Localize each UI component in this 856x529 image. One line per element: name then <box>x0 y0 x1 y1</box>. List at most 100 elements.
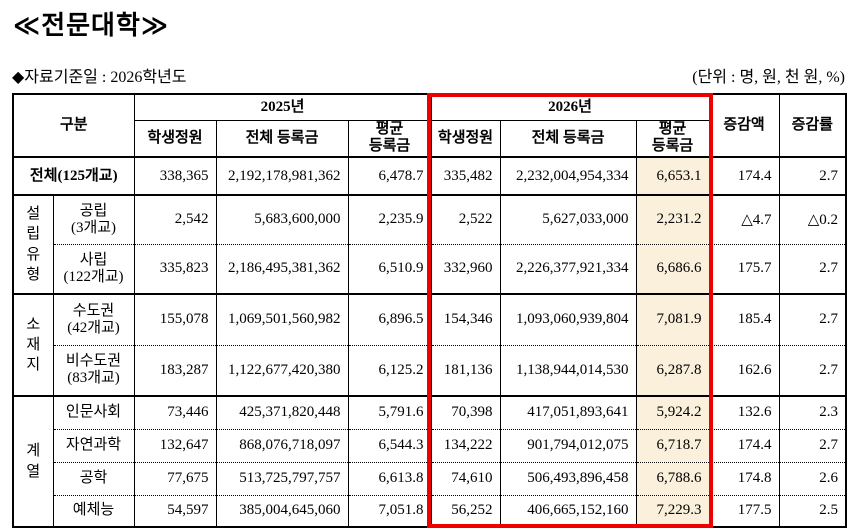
value-cell: 174.4 <box>708 428 780 462</box>
row-label: 공학 <box>52 461 135 495</box>
value-cell-highlighted: 7,081.9 <box>635 293 710 345</box>
value-cell: 2,232,004,954,334 <box>499 156 637 195</box>
value-cell: 425,371,820,448 <box>215 395 349 429</box>
row-label: 인문사회 <box>52 395 135 429</box>
row-label: 예체능 <box>52 494 135 527</box>
value-cell: 338,365 <box>133 156 217 195</box>
value-cell: 7,051.8 <box>347 494 432 527</box>
value-cell: 2,542 <box>133 194 217 244</box>
value-cell-highlighted: 6,686.6 <box>635 243 710 294</box>
value-cell: 6,544.3 <box>347 428 432 462</box>
value-cell: 5,683,600,000 <box>215 194 349 244</box>
value-cell: 56,252 <box>430 494 501 527</box>
value-cell: 1,138,944,014,530 <box>499 344 637 396</box>
col-header-gubun: 구분 <box>12 94 135 157</box>
data-table: 구분 2025년 2026년 증감액 증감률 학생정원 전체 등록금 평균 등록… <box>12 93 848 528</box>
table-row: 공학 77,675 513,725,797,757 6,613.8 74,610… <box>13 461 847 495</box>
value-cell: 70,398 <box>430 395 501 429</box>
value-cell: 5,791.6 <box>347 395 432 429</box>
value-cell: 2,522 <box>430 194 501 244</box>
value-cell: 185.4 <box>708 293 780 345</box>
value-cell-highlighted: 7,229.3 <box>635 494 710 527</box>
value-cell: 6,125.2 <box>347 344 432 396</box>
col-header-change-amount: 증감액 <box>708 94 780 157</box>
table-row: 자연과학 132,647 868,076,718,097 6,544.3 134… <box>13 428 847 462</box>
value-cell: 74,610 <box>430 461 501 495</box>
value-cell-highlighted: 6,287.8 <box>635 344 710 396</box>
value-cell-highlighted: 2,231.2 <box>635 194 710 244</box>
value-cell: 6,896.5 <box>347 293 432 345</box>
year-2026-header: 2026년 <box>430 94 710 120</box>
value-cell: 2.7 <box>778 293 847 345</box>
value-cell: 154,346 <box>430 293 501 345</box>
value-cell: 134,222 <box>430 428 501 462</box>
table-row: 사립 (122개교) 335,823 2,186,495,381,362 6,5… <box>13 243 847 294</box>
value-cell: △0.2 <box>778 194 847 244</box>
value-cell: 177.5 <box>708 494 780 527</box>
value-cell: 2.7 <box>778 344 847 396</box>
value-cell: 335,482 <box>430 156 501 195</box>
value-cell: 868,076,718,097 <box>215 428 349 462</box>
value-cell: 2.6 <box>778 461 847 495</box>
value-cell: 6,478.7 <box>347 156 432 195</box>
value-cell: 2.7 <box>778 428 847 462</box>
value-cell: 1,122,677,420,380 <box>215 344 349 396</box>
value-cell-highlighted: 6,653.1 <box>635 156 710 195</box>
value-cell: 2.3 <box>778 395 847 429</box>
table-row: 소 재 지 수도권 (42개교) 155,078 1,069,501,560,9… <box>12 293 847 396</box>
value-cell: 2.7 <box>778 156 847 195</box>
table-wrap: 구분 2025년 2026년 증감액 증감률 학생정원 전체 등록금 평균 등록… <box>12 93 848 528</box>
value-cell-highlighted: 6,788.6 <box>635 461 710 495</box>
value-cell: 73,446 <box>133 395 217 429</box>
header-row-measures: 학생정원 전체 등록금 평균 등록금 학생정원 전체 등록금 평균 등록금 <box>13 119 846 157</box>
value-cell: 417,051,893,641 <box>499 395 637 429</box>
unit-note: (단위 : 명, 원, 천 원, %) <box>692 69 845 86</box>
value-cell: 2,192,178,981,362 <box>215 156 349 195</box>
col-header-change-rate: 증감률 <box>778 94 847 157</box>
value-cell: 406,665,152,160 <box>499 494 637 527</box>
group-label-location: 소 재 지 <box>12 293 54 396</box>
row-label: 공립 (3개교) <box>52 194 135 244</box>
value-cell: 132,647 <box>133 428 217 462</box>
value-cell: 5,627,033,000 <box>499 194 637 244</box>
year-2025-header: 2025년 <box>133 94 432 120</box>
value-cell: 506,493,896,458 <box>499 461 637 495</box>
value-cell: 6,613.8 <box>347 461 432 495</box>
value-cell: 385,004,645,060 <box>215 494 349 527</box>
value-cell: 181,136 <box>430 344 501 396</box>
value-cell: 2,226,377,921,334 <box>499 243 637 294</box>
value-cell-highlighted: 6,718.7 <box>635 428 710 462</box>
meta-row: ◆자료기준일 : 2026학년도 (단위 : 명, 원, 천 원, %) <box>12 63 845 87</box>
col-header-students-2026: 학생정원 <box>430 119 501 157</box>
table-row: 설 립 유 형 공립 (3개교) 2,542 5,683,600,000 2,2… <box>12 194 847 294</box>
row-label: 수도권 (42개교) <box>52 293 135 345</box>
value-cell: △4.7 <box>708 194 780 244</box>
data-reference-date: ◆자료기준일 : 2026학년도 <box>12 69 187 86</box>
row-label: 비수도권 (83개교) <box>52 344 135 396</box>
value-cell: 901,794,012,075 <box>499 428 637 462</box>
value-cell: 174.4 <box>708 156 780 195</box>
table-row: 전체(125개교) 338,365 2,192,178,981,362 6,47… <box>12 156 847 195</box>
group-label-field: 계 열 <box>12 395 54 527</box>
value-cell: 2,186,495,381,362 <box>215 243 349 294</box>
col-header-students-2025: 학생정원 <box>133 119 217 157</box>
value-cell: 77,675 <box>133 461 217 495</box>
value-cell: 175.7 <box>708 243 780 294</box>
row-label: 전체(125개교) <box>12 156 135 195</box>
row-label: 자연과학 <box>52 428 135 462</box>
table-row: 비수도권 (83개교) 183,287 1,122,677,420,380 6,… <box>13 344 847 396</box>
col-header-avg-tuition-2025: 평균 등록금 <box>347 119 432 157</box>
value-cell: 335,823 <box>133 243 217 294</box>
value-cell: 174.8 <box>708 461 780 495</box>
value-cell: 332,960 <box>430 243 501 294</box>
value-cell: 2.5 <box>778 494 847 527</box>
col-header-total-tuition-2026: 전체 등록금 <box>499 119 637 157</box>
value-cell: 155,078 <box>133 293 217 345</box>
value-cell: 6,510.9 <box>347 243 432 294</box>
col-header-avg-tuition-2026: 평균 등록금 <box>635 119 710 157</box>
row-label: 사립 (122개교) <box>52 243 135 294</box>
table-row: 계 열 인문사회 73,446 425,371,820,448 5,791.6 … <box>12 395 847 527</box>
header-row-years: 구분 2025년 2026년 증감액 증감률 <box>12 94 847 157</box>
table-row: 예체능 54,597 385,004,645,060 7,051.8 56,25… <box>13 494 847 527</box>
page-title: ≪전문대학≫ <box>13 10 170 40</box>
